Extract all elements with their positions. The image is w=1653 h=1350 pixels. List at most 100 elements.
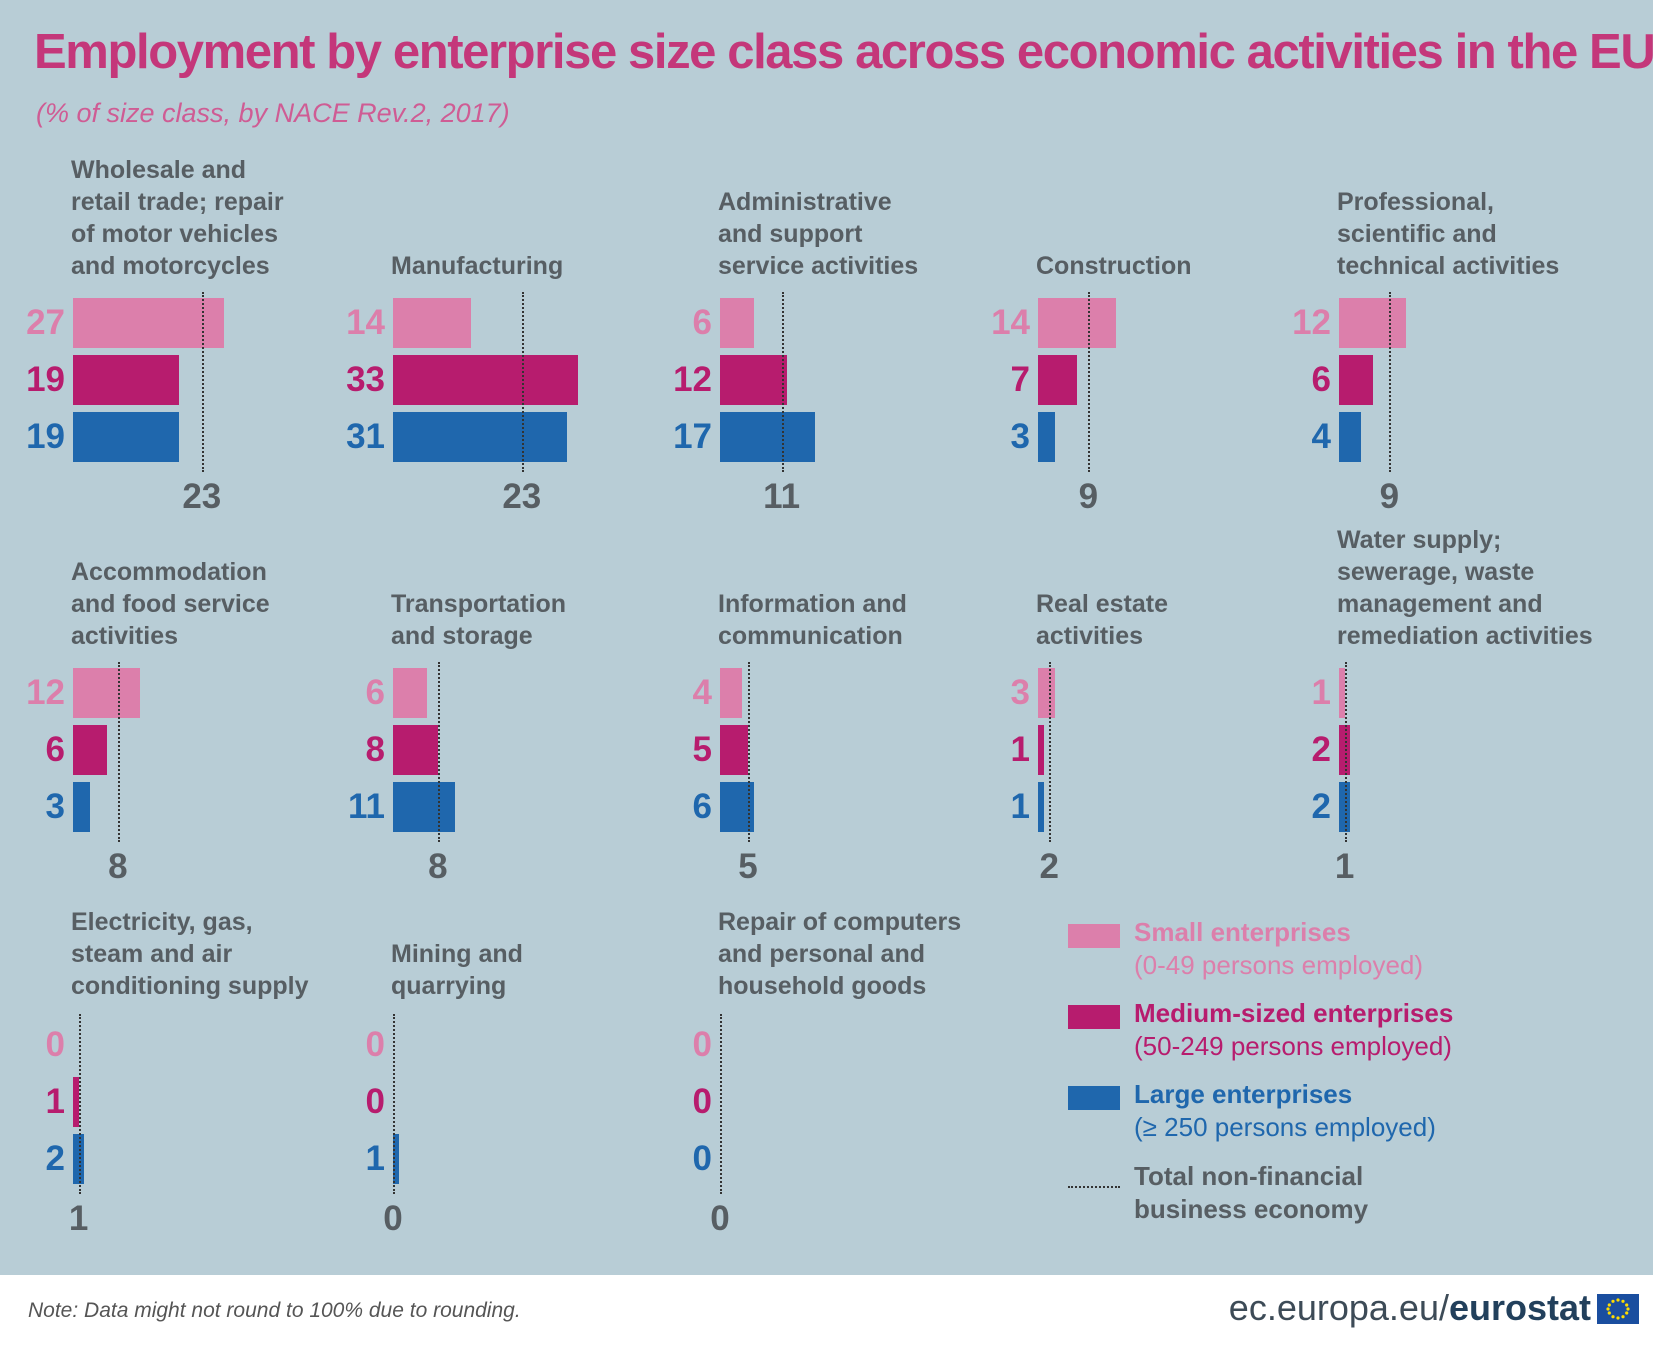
panel-3-title: Construction bbox=[1036, 252, 1192, 280]
panel-1-medium-bar bbox=[393, 355, 578, 405]
panel-12-total-value: 0 bbox=[710, 1199, 730, 1238]
panel-0-large-bar bbox=[73, 412, 180, 462]
panel-2-large-value: 17 bbox=[673, 417, 712, 456]
panel-7-small-bar bbox=[720, 668, 743, 718]
panel-3-medium-value: 7 bbox=[1010, 360, 1030, 399]
legend-medium-swatch bbox=[1068, 1005, 1120, 1029]
panel-4-small-bar bbox=[1339, 298, 1407, 348]
legend-large-swatch bbox=[1068, 1086, 1120, 1110]
panel-2-small-value: 6 bbox=[692, 303, 712, 342]
panel-7-title: Information and communication bbox=[718, 590, 907, 650]
panel-0-total-value: 23 bbox=[182, 477, 222, 516]
panel-6-title: Transportation and storage bbox=[391, 590, 567, 650]
panel-11-title: Mining and quarrying bbox=[391, 940, 523, 1000]
legend-medium-sub: (50-249 persons employed) bbox=[1134, 1031, 1452, 1061]
panel-1-title: Manufacturing bbox=[391, 252, 564, 280]
eu-flag-icon bbox=[1597, 1294, 1639, 1324]
panel-11-total-line bbox=[393, 1014, 395, 1194]
panel-1-large-bar bbox=[393, 412, 567, 462]
panel-9-large-value: 2 bbox=[1311, 787, 1331, 826]
footnote: Note: Data might not round to 100% due t… bbox=[28, 1299, 521, 1322]
panel-4-medium-bar bbox=[1339, 355, 1373, 405]
panel-4-large-bar bbox=[1339, 412, 1362, 462]
eurostat-brand: ec.europa.eu/eurostat bbox=[1229, 1287, 1591, 1329]
panel-6-total-value: 8 bbox=[428, 847, 448, 886]
panel-3-small-value: 14 bbox=[991, 303, 1030, 342]
eu-stars-icon bbox=[1606, 1298, 1630, 1320]
panel-10-large-value: 2 bbox=[45, 1139, 65, 1178]
panel-7-total-line bbox=[748, 662, 750, 842]
panel-5-medium-value: 6 bbox=[45, 730, 65, 769]
panel-1-small-bar bbox=[393, 298, 472, 348]
panel-0-title: Wholesale and retail trade; repair of mo… bbox=[71, 156, 284, 280]
panel-5-large-value: 3 bbox=[45, 787, 65, 826]
legend-large-name: Large enterprises bbox=[1134, 1079, 1353, 1109]
panel-11-large-bar bbox=[393, 1134, 399, 1184]
panel-12-title: Repair of computers and personal and hou… bbox=[718, 908, 962, 1000]
panel-4-total-value: 9 bbox=[1379, 477, 1400, 516]
panel-2-medium-value: 12 bbox=[673, 360, 712, 399]
panel-8-total-value: 2 bbox=[1039, 847, 1059, 886]
panel-3-total-value: 9 bbox=[1078, 477, 1099, 516]
panel-7-total-value: 5 bbox=[738, 847, 758, 886]
panel-6-total-line bbox=[437, 662, 440, 842]
panel-9-small-value: 1 bbox=[1311, 673, 1331, 712]
panel-4-small-value: 12 bbox=[1292, 303, 1331, 342]
panel-5-small-bar bbox=[73, 668, 141, 718]
panel-0-small-bar bbox=[73, 298, 225, 348]
panel-9-total-line bbox=[1344, 662, 1347, 842]
panel-3-small-bar bbox=[1038, 298, 1117, 348]
panel-0-medium-bar bbox=[73, 355, 180, 405]
panel-7-large-bar bbox=[720, 782, 754, 832]
panel-9-small-bar bbox=[1339, 668, 1345, 718]
panel-8-large-value: 1 bbox=[1010, 787, 1030, 826]
legend-medium-name: Medium-sized enterprises bbox=[1134, 998, 1454, 1028]
panel-10-total-line bbox=[78, 1014, 81, 1194]
panel-5-medium-bar bbox=[73, 725, 107, 775]
panel-7-medium-value: 5 bbox=[692, 730, 712, 769]
panel-0-medium-value: 19 bbox=[26, 360, 65, 399]
panel-10-total-value: 1 bbox=[68, 1199, 89, 1238]
panel-10-medium-bar bbox=[73, 1077, 79, 1127]
panel-11-small-value: 0 bbox=[365, 1025, 385, 1064]
panel-10-title: Electricity, gas, steam and air conditio… bbox=[71, 908, 309, 1000]
brand-name: eurostat bbox=[1448, 1287, 1591, 1328]
legend-small-name: Small enterprises bbox=[1134, 917, 1351, 947]
panel-0-small-value: 27 bbox=[26, 303, 65, 342]
panel-11-medium-value: 0 bbox=[365, 1082, 385, 1121]
panel-8-small-value: 3 bbox=[1010, 673, 1030, 712]
panel-6-large-bar bbox=[393, 782, 455, 832]
panel-8-large-bar bbox=[1038, 782, 1044, 832]
panel-6-medium-value: 8 bbox=[365, 730, 385, 769]
legend-small-swatch bbox=[1068, 924, 1120, 948]
footer: Note: Data might not round to 100% due t… bbox=[0, 1275, 1653, 1350]
panel-2-large-bar bbox=[720, 412, 816, 462]
panel-10-medium-value: 1 bbox=[45, 1082, 65, 1121]
panel-6-large-value: 11 bbox=[348, 787, 385, 826]
panel-8-title: Real estate activities bbox=[1036, 590, 1169, 650]
panel-10-small-value: 0 bbox=[45, 1025, 65, 1064]
panel-3-medium-bar bbox=[1038, 355, 1078, 405]
panel-4-medium-value: 6 bbox=[1311, 360, 1331, 399]
panel-5-total-line bbox=[117, 662, 120, 842]
panel-4-large-value: 4 bbox=[1311, 417, 1331, 456]
panel-8-small-bar bbox=[1038, 668, 1055, 718]
panel-8-medium-value: 1 bbox=[1010, 730, 1030, 769]
legend-total-line bbox=[1068, 1186, 1120, 1188]
panel-1-large-value: 31 bbox=[346, 417, 385, 456]
panel-5-total-value: 8 bbox=[108, 847, 128, 886]
legend-total-name: Total non-financial business economy bbox=[1134, 1161, 1369, 1224]
panel-2-total-value: 11 bbox=[763, 477, 801, 516]
panel-1-total-line bbox=[521, 292, 524, 472]
panel-8-total-line bbox=[1049, 662, 1052, 842]
panel-4-total-line bbox=[1389, 292, 1392, 472]
panel-11-total-value: 0 bbox=[383, 1199, 403, 1238]
panel-1-medium-value: 33 bbox=[346, 360, 385, 399]
legend-small-sub: (0-49 persons employed) bbox=[1134, 950, 1424, 980]
panel-1-small-value: 14 bbox=[346, 303, 385, 342]
panel-9-title: Water supply; sewerage, waste management… bbox=[1337, 526, 1593, 650]
panel-12-large-value: 0 bbox=[692, 1139, 712, 1178]
panel-6-medium-bar bbox=[393, 725, 438, 775]
panel-5-large-bar bbox=[73, 782, 90, 832]
panel-11-large-value: 1 bbox=[365, 1139, 385, 1178]
